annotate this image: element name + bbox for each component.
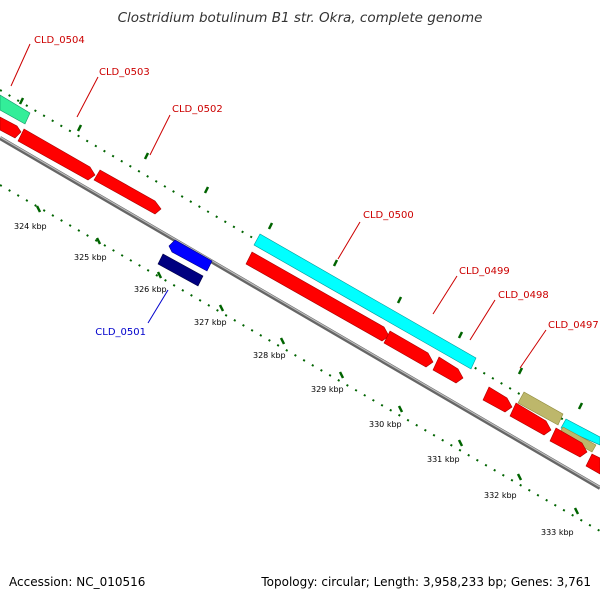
position-tick-labels: 324 kbp 325 kbp 326 kbp 327 kbp 328 kbp … xyxy=(14,222,574,537)
tick-label: 326 kbp xyxy=(134,285,167,294)
tick-label: 329 kbp xyxy=(311,385,344,394)
gene-label[interactable]: CLD_0498 xyxy=(498,290,549,301)
gene-arrow-navy-cld0501[interactable] xyxy=(157,253,204,287)
tick-label: 328 kbp xyxy=(253,351,286,360)
gene-label[interactable]: CLD_0501 xyxy=(95,327,146,338)
tick-label: 325 kbp xyxy=(74,253,107,262)
gene-arrow-red-a[interactable] xyxy=(0,116,22,139)
gene-leader-lines xyxy=(10,43,547,369)
gene-label[interactable]: CLD_0499 xyxy=(459,266,510,277)
gene-arrow-cyan-cld0500[interactable] xyxy=(253,233,477,370)
gene-label[interactable]: CLD_0497 xyxy=(548,320,599,331)
gene-arrow-blue[interactable] xyxy=(168,239,213,272)
gene-label[interactable]: CLD_0503 xyxy=(99,67,150,78)
inner-tick-ring xyxy=(0,184,600,532)
gene-arrow-cyan-b[interactable] xyxy=(560,418,600,446)
gene-label[interactable]: CLD_0500 xyxy=(363,210,414,221)
gene-track-red xyxy=(0,116,600,475)
gene-track-upper xyxy=(0,94,600,453)
tick-label: 332 kbp xyxy=(484,491,517,500)
genome-summary-text: Topology: circular; Length: 3,958,233 bp… xyxy=(260,575,591,589)
gene-arrow-red-d[interactable] xyxy=(549,427,588,458)
gene-arrow-red-cld0497[interactable] xyxy=(482,386,513,413)
gene-labels: CLD_0504 CLD_0503 CLD_0502 CLD_0500 CLD_… xyxy=(34,35,599,338)
gene-arrow-green[interactable] xyxy=(0,94,31,125)
tick-label: 330 kbp xyxy=(369,420,402,429)
tick-label: 327 kbp xyxy=(194,318,227,327)
outer-major-ticks xyxy=(18,97,584,410)
gene-track-inner xyxy=(157,239,213,287)
gene-arrow-red-cld0502[interactable] xyxy=(93,169,162,215)
gene-arrow-red-cld0503[interactable] xyxy=(17,128,96,181)
tick-label: 324 kbp xyxy=(14,222,47,231)
gene-arrow-red-b[interactable] xyxy=(432,356,464,384)
inner-major-ticks xyxy=(35,205,580,515)
gene-arrow-red-cld0498[interactable] xyxy=(383,330,434,368)
map-title: Clostridium botulinum B1 str. Okra, comp… xyxy=(118,10,483,26)
gene-arrow-red-e[interactable] xyxy=(585,453,600,475)
gene-arrow-red-c[interactable] xyxy=(509,402,552,436)
genome-backbone xyxy=(0,136,600,490)
accession-text: Accession: NC_010516 xyxy=(9,575,145,589)
gene-label[interactable]: CLD_0504 xyxy=(34,35,85,46)
gene-arrow-red-cld0499[interactable] xyxy=(245,251,390,342)
gene-label[interactable]: CLD_0502 xyxy=(172,104,223,115)
gene-arrow-olive-a[interactable] xyxy=(517,391,564,426)
tick-label: 331 kbp xyxy=(427,455,460,464)
tick-label: 333 kbp xyxy=(541,528,574,537)
